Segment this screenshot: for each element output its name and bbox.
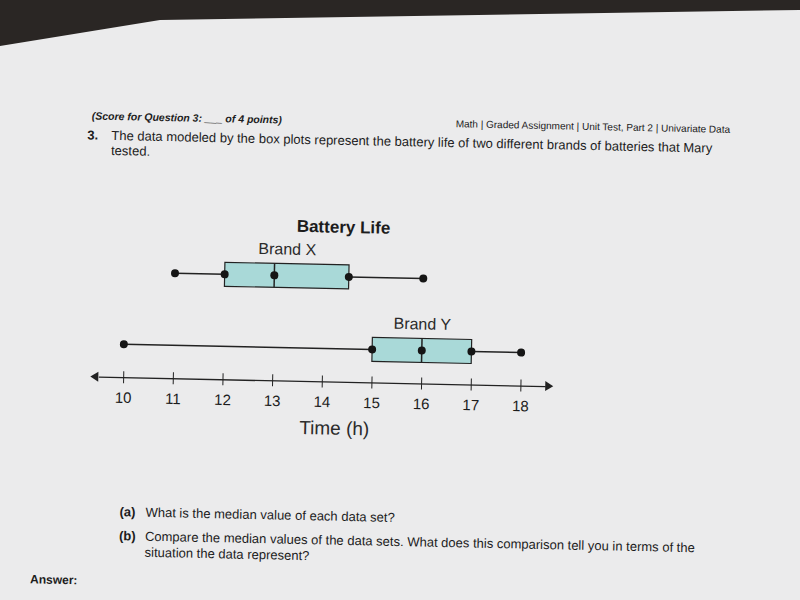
part-text: What is the median value of each data se…	[145, 505, 395, 525]
point-median	[270, 271, 278, 279]
x-tick-mark	[471, 379, 472, 391]
x-tick-mark	[222, 373, 223, 385]
x-tick: 10	[115, 371, 132, 406]
axis-arrow-left	[90, 372, 98, 382]
whisker-high	[471, 352, 521, 353]
part-label: (a)	[119, 504, 135, 519]
x-tick-mark	[371, 376, 372, 388]
point-q1	[221, 270, 229, 278]
x-tick: 12	[214, 373, 231, 408]
x-tick-label: 13	[264, 392, 281, 409]
whisker-low	[124, 344, 372, 349]
point-q3	[345, 273, 353, 281]
background	[0, 0, 800, 600]
x-tick-label: 16	[413, 395, 430, 412]
box	[224, 262, 349, 289]
axis-arrow-right	[545, 381, 553, 391]
part-label: (b)	[119, 528, 136, 543]
x-tick: 14	[313, 375, 330, 410]
series-label: Brand X	[258, 240, 316, 258]
point-max	[419, 274, 427, 282]
answer-label: Answer:	[30, 572, 78, 587]
x-tick: 17	[462, 378, 479, 413]
part-text: situation the data represent?	[145, 545, 310, 563]
page-photo: (Score for Question 3: ___ of 4 points) M…	[0, 0, 800, 600]
whisker-low	[175, 273, 225, 274]
point-q3	[467, 347, 475, 355]
x-tick-label: 18	[512, 397, 529, 414]
x-tick-label: 11	[165, 390, 181, 407]
point-q1	[368, 345, 376, 353]
x-axis: 10 11 12 13 14 15 16 17 18	[98, 371, 546, 415]
x-tick-mark	[520, 380, 521, 392]
x-tick-mark	[421, 377, 422, 389]
score-line: (Score for Question 3: ___ of 4 points)	[92, 110, 283, 126]
x-tick-label: 12	[214, 391, 231, 408]
series-label: Brand Y	[393, 315, 451, 333]
box	[372, 337, 472, 363]
x-tick-label: 17	[462, 396, 479, 413]
x-tick: 11	[165, 372, 181, 407]
x-tick-label: 10	[115, 389, 132, 406]
x-tick-label: 14	[313, 393, 330, 410]
question-text: The data modeled by the box plots repres…	[111, 128, 713, 156]
page-content: (Score for Question 3: ___ of 4 points) M…	[30, 108, 731, 600]
question-number: 3.	[87, 127, 98, 142]
x-tick-mark	[322, 375, 323, 387]
x-tick: 18	[512, 379, 529, 414]
x-tick: 15	[363, 376, 380, 411]
point-max	[517, 348, 525, 356]
x-tick-mark	[272, 374, 273, 386]
whisker-high	[349, 277, 423, 279]
course-line: Math | Graded Assignment | Unit Test, Pa…	[456, 118, 731, 135]
chart-title: Battery Life	[297, 217, 391, 238]
x-tick-mark	[173, 372, 174, 384]
x-tick: 16	[413, 377, 430, 412]
question-text: tested.	[111, 143, 150, 159]
point-min	[171, 269, 179, 277]
paper	[0, 10, 800, 600]
point-min	[120, 340, 128, 348]
x-tick-label: 15	[363, 394, 380, 411]
x-axis-title: Time (h)	[299, 417, 369, 439]
x-tick: 13	[264, 374, 281, 409]
point-median	[418, 346, 426, 354]
plot-area	[120, 260, 527, 364]
x-tick-mark	[123, 371, 124, 383]
